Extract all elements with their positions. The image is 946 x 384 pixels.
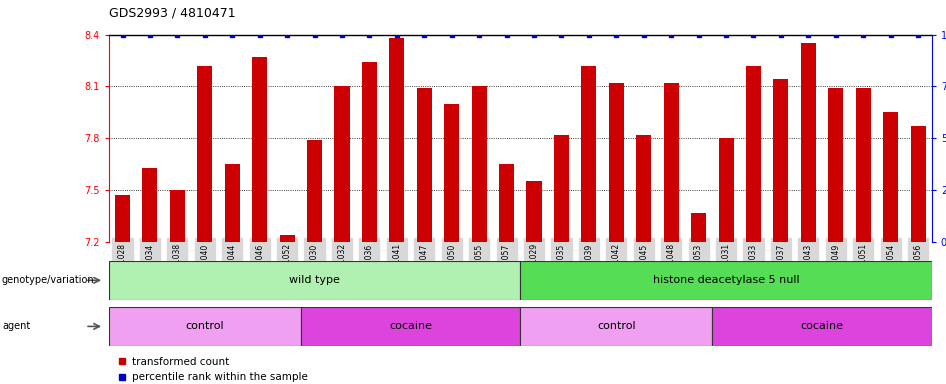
Bar bbox=[554, 135, 569, 242]
Text: histone deacetylase 5 null: histone deacetylase 5 null bbox=[653, 275, 799, 285]
Text: cocaine: cocaine bbox=[389, 321, 432, 331]
Text: cocaine: cocaine bbox=[800, 321, 844, 331]
Bar bbox=[280, 235, 294, 242]
Bar bbox=[911, 126, 925, 242]
Bar bbox=[801, 43, 815, 242]
Bar bbox=[335, 86, 349, 242]
Text: control: control bbox=[597, 321, 636, 331]
Text: GDS2993 / 4810471: GDS2993 / 4810471 bbox=[109, 6, 236, 19]
Bar bbox=[390, 38, 404, 242]
Bar bbox=[417, 88, 431, 242]
Bar bbox=[712, 307, 932, 346]
Bar bbox=[472, 86, 486, 242]
Bar bbox=[746, 66, 761, 242]
Bar bbox=[445, 104, 459, 242]
Bar bbox=[198, 66, 212, 242]
Bar bbox=[884, 113, 898, 242]
Bar bbox=[109, 307, 301, 346]
Bar bbox=[143, 168, 157, 242]
Bar bbox=[115, 195, 130, 242]
Bar bbox=[520, 261, 932, 300]
Bar bbox=[109, 261, 520, 300]
Bar bbox=[774, 79, 788, 242]
Bar bbox=[637, 135, 651, 242]
Text: agent: agent bbox=[2, 321, 30, 331]
Bar bbox=[225, 164, 239, 242]
Text: genotype/variation: genotype/variation bbox=[2, 275, 95, 285]
Bar bbox=[719, 138, 733, 242]
Legend: transformed count, percentile rank within the sample: transformed count, percentile rank withi… bbox=[114, 353, 312, 384]
Bar bbox=[527, 182, 541, 242]
Bar bbox=[829, 88, 843, 242]
Bar bbox=[253, 57, 267, 242]
Bar bbox=[499, 164, 514, 242]
Bar bbox=[582, 66, 596, 242]
Bar bbox=[664, 83, 678, 242]
Bar bbox=[307, 140, 322, 242]
Bar bbox=[856, 88, 870, 242]
Bar bbox=[362, 62, 377, 242]
Text: wild type: wild type bbox=[289, 275, 340, 285]
Bar bbox=[520, 307, 712, 346]
Text: control: control bbox=[185, 321, 224, 331]
Bar bbox=[692, 213, 706, 242]
Bar bbox=[301, 307, 520, 346]
Bar bbox=[170, 190, 184, 242]
Bar bbox=[609, 83, 623, 242]
